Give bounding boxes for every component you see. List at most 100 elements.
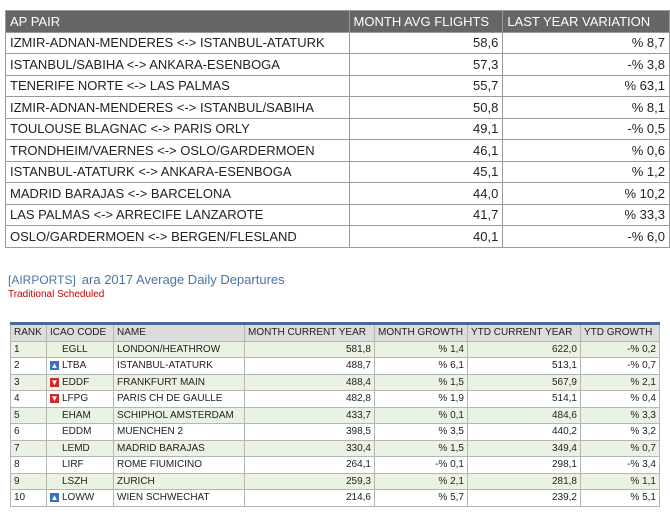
cell-text: 3 bbox=[14, 376, 20, 388]
cell: ROME FIUMICINO bbox=[113, 456, 245, 474]
section-title: ara 2017 Average Daily Departures bbox=[81, 272, 285, 287]
cell: % 3,2 bbox=[580, 423, 660, 441]
cell-text: % 5,1 bbox=[630, 492, 656, 504]
cell: -% 0,2 bbox=[580, 340, 660, 358]
cell: EHAM bbox=[46, 406, 114, 424]
cell-text: 46,1 bbox=[473, 142, 499, 158]
cell-text: 482,8 bbox=[345, 393, 371, 405]
cell: ▲ LTBA bbox=[46, 357, 114, 375]
cell-text: EDDM bbox=[62, 426, 92, 438]
cell-text: EHAM bbox=[62, 409, 91, 421]
cell-text: MADRID BARAJAS <-> BARCELONA bbox=[10, 185, 232, 201]
cell: 622,0 bbox=[467, 340, 581, 358]
row: TRONDHEIM/VAERNES <-> OSLO/GARDERMOEN 46,… bbox=[5, 139, 670, 162]
cell-text: 622,0 bbox=[551, 343, 577, 355]
cell-text: -% 3,8 bbox=[627, 56, 665, 72]
cell: 484,6 bbox=[467, 406, 581, 424]
cell: TOULOUSE BLAGNAC <-> PARIS ORLY bbox=[5, 117, 350, 140]
cell-text: % 1,1 bbox=[630, 475, 656, 487]
cell-text: TRONDHEIM/VAERNES <-> OSLO/GARDERMOEN bbox=[10, 142, 315, 158]
cell: 6 bbox=[10, 423, 47, 441]
cell: % 63,1 bbox=[502, 74, 670, 97]
cell: -% 6,0 bbox=[502, 225, 670, 248]
row: 5 EHAM SCHIPHOL AMSTERDAM 433,7 % 0,1 484,6 % … bbox=[10, 406, 660, 424]
header-row: RANK ICAO CODE NAME MONTH CURRENT YEAR MONTH… bbox=[10, 323, 660, 342]
section-subtitle: Traditional Scheduled bbox=[8, 289, 105, 300]
cell: % 1,9 bbox=[374, 390, 468, 408]
cell: % 5,7 bbox=[374, 489, 468, 507]
cell: % 5,1 bbox=[580, 489, 660, 507]
cell-text: 58,6 bbox=[473, 35, 499, 51]
cell-text: FRANKFURT MAIN bbox=[117, 376, 205, 388]
cell-text: % 0,1 bbox=[438, 409, 464, 421]
cell-text: ISTANBUL-ATATURK bbox=[117, 360, 213, 372]
cell-text: ISTANBUL/SABIHA <-> ANKARA-ESENBOGA bbox=[10, 56, 280, 72]
cell: % 0,7 bbox=[580, 439, 660, 457]
cell: EGLL bbox=[46, 340, 114, 358]
row: 1 EGLL LONDON/HEATHROW 581,8 % 1,4 622,0 -% 0,… bbox=[10, 340, 660, 358]
cell-text: 4 bbox=[14, 393, 20, 405]
cell-text: 330,4 bbox=[345, 442, 371, 454]
spacer bbox=[50, 345, 59, 354]
cell: 4 bbox=[10, 390, 47, 408]
cell-text: OSLO/GARDERMOEN <-> BERGEN/FLESLAND bbox=[10, 228, 297, 244]
header-cell: YTD CURRENT YEAR bbox=[467, 323, 581, 342]
header-cell: MONTH AVG FLIGHTS bbox=[348, 10, 504, 33]
cell: ISTANBUL-ATATURK <-> ANKARA-ESENBOGA bbox=[5, 160, 350, 183]
cell-text: 488,7 bbox=[345, 360, 371, 372]
cell: % 1,4 bbox=[374, 340, 468, 358]
cell: 214,6 bbox=[244, 489, 375, 507]
row: ISTANBUL/SABIHA <-> ANKARA-ESENBOGA 57,3 -… bbox=[5, 53, 670, 76]
cell-text: 55,7 bbox=[473, 78, 499, 94]
row: 10 ▲ LOWW WIEN SCHWECHAT 214,6% 5,7 239,2% 5,… bbox=[10, 489, 660, 507]
cell-text: ZURICH bbox=[117, 475, 155, 487]
cell: % 6,1 bbox=[374, 357, 468, 375]
cell-text: % 1,5 bbox=[438, 376, 464, 388]
cell-text: % 3,3 bbox=[630, 409, 656, 421]
cell: MUENCHEN 2 bbox=[113, 423, 245, 441]
header-cell: YTD GROWTH bbox=[580, 323, 660, 342]
header-cell: NAME bbox=[113, 323, 245, 342]
cell-text: 398,5 bbox=[345, 426, 371, 438]
cell: 1 bbox=[10, 340, 47, 358]
cell: 45,1 bbox=[348, 160, 504, 183]
cell: 50,8 bbox=[348, 96, 504, 119]
cell-text: LOWW bbox=[62, 492, 95, 504]
cell: TENERIFE NORTE <-> LAS PALMAS bbox=[5, 74, 350, 97]
cell-text: MADRID BARAJAS bbox=[117, 442, 205, 454]
cell-text: % 1,5 bbox=[438, 442, 464, 454]
cell-text: 44,0 bbox=[473, 185, 499, 201]
pair-table: AP PAIR MONTH AVG FLIGHTS LAST YEAR VARIAT… bbox=[5, 10, 670, 248]
cell-text: 259,3 bbox=[345, 475, 371, 487]
cell-text: % 0,7 bbox=[630, 442, 656, 454]
header-cell: MONTH GROWTH bbox=[374, 323, 468, 342]
cell: 41,7 bbox=[348, 203, 504, 226]
cell-text: -% 0,7 bbox=[627, 360, 656, 372]
row: 6 EDDM MUENCHEN 2 398,5 % 3,5 440,2 % 3,2 bbox=[10, 423, 660, 441]
cell-text: 349,4 bbox=[551, 442, 577, 454]
cell-text: 239,2 bbox=[551, 492, 577, 504]
cell-text: 45,1 bbox=[473, 164, 499, 180]
cell: 9 bbox=[10, 472, 47, 490]
cell-text: -% 3,4 bbox=[627, 459, 656, 471]
cell-text: WIEN SCHWECHAT bbox=[117, 492, 210, 504]
cell-text: 9 bbox=[14, 475, 20, 487]
cell-text: % 0,4 bbox=[630, 393, 656, 405]
row: 3 ▼ EDDF FRANKFURT MAIN 488,4% 1,5 567,9% 2,1 bbox=[10, 373, 660, 391]
cell: MADRID BARAJAS <-> BARCELONA bbox=[5, 182, 350, 205]
header-cell: ICAO CODE bbox=[46, 323, 114, 342]
cell: % 3,3 bbox=[580, 406, 660, 424]
cell: 398,5 bbox=[244, 423, 375, 441]
cell: IZMIR-ADNAN-MENDERES <-> ISTANBUL/SABIHA bbox=[5, 96, 350, 119]
row: 7 LEMD MADRID BARAJAS 330,4 % 1,5 349,4 % 0,7 bbox=[10, 439, 660, 457]
cell-text: 488,4 bbox=[345, 376, 371, 388]
cell: LONDON/HEATHROW bbox=[113, 340, 245, 358]
cell-text: LEMD bbox=[62, 442, 90, 454]
cell: 298,1 bbox=[467, 456, 581, 474]
cell: 239,2 bbox=[467, 489, 581, 507]
cell-text: 433,7 bbox=[345, 409, 371, 421]
cell-text: 8 bbox=[14, 459, 20, 471]
cell: 440,2 bbox=[467, 423, 581, 441]
cell-text: 50,8 bbox=[473, 99, 499, 115]
row: IZMIR-ADNAN-MENDERES <-> ISTANBUL/SABIHA… bbox=[5, 96, 670, 119]
